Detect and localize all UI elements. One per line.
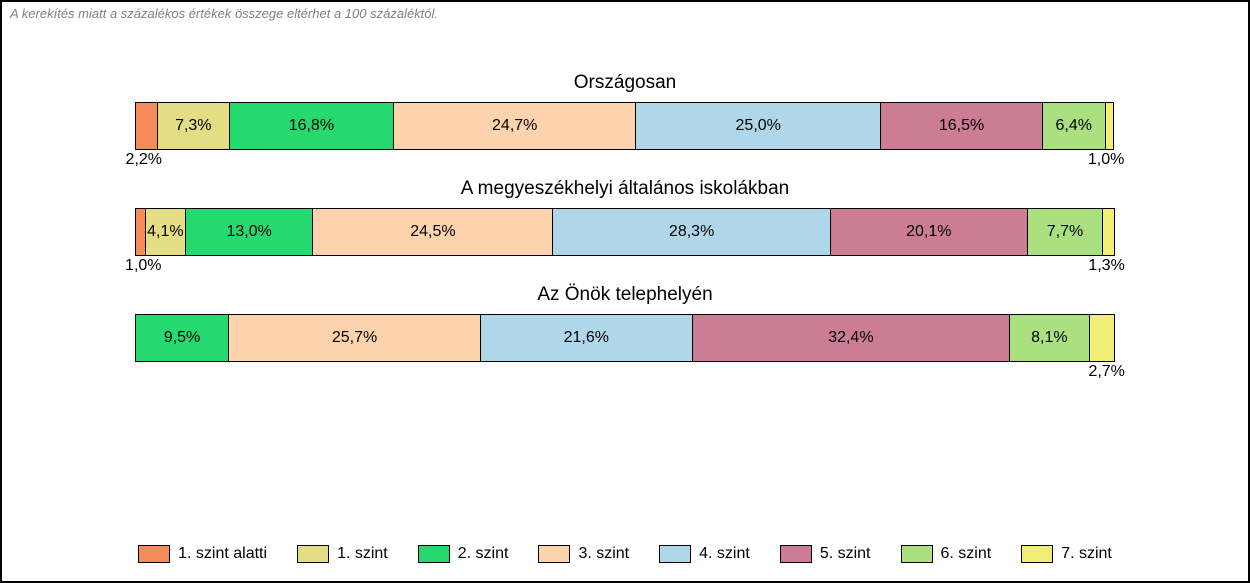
segment-label: 16,8%: [289, 117, 334, 135]
bar-segment: 13,0%: [185, 208, 312, 256]
legend-swatch: [901, 545, 933, 563]
legend-item: 7. szint: [1021, 545, 1112, 563]
chart-frame: A kerekítés miatt a százalékos értékek ö…: [0, 0, 1250, 583]
row-title: Az Önök telephelyén: [2, 284, 1248, 306]
segment-label: 13,0%: [226, 223, 271, 241]
segment-label: 2,2%: [126, 149, 162, 169]
bar-segment: 28,3%: [552, 208, 829, 256]
segment-label: 6,4%: [1056, 117, 1092, 135]
legend-label: 6. szint: [941, 545, 992, 563]
bar-segment: 8,1%: [1009, 314, 1088, 362]
bar-segment: 1,3%: [1102, 208, 1115, 256]
legend-swatch: [297, 545, 329, 563]
segment-label: 25,0%: [736, 117, 781, 135]
segment-label: 20,1%: [906, 223, 951, 241]
segment-label: 1,0%: [1088, 149, 1124, 169]
stacked-bar: 9,5% 25,7% 21,6% 32,4% 8,1% 2,7%: [135, 314, 1115, 362]
segment-label: 24,7%: [492, 117, 537, 135]
bar-segment: 32,4%: [692, 314, 1010, 362]
segment-label: 8,1%: [1031, 329, 1067, 347]
legend-item: 6. szint: [901, 545, 992, 563]
segment-label: 21,6%: [564, 329, 609, 347]
chart-row: A megyeszékhelyi általános iskolákban 1,0…: [2, 178, 1248, 256]
legend-label: 1. szint: [337, 545, 388, 563]
bar-segment: 1,0%: [1105, 102, 1115, 150]
segment-label: 16,5%: [939, 117, 984, 135]
legend-swatch: [1021, 545, 1053, 563]
bar-segment: 20,1%: [830, 208, 1027, 256]
legend-label: 1. szint alatti: [178, 545, 267, 563]
legend-label: 7. szint: [1061, 545, 1112, 563]
bar-segment: 16,8%: [229, 102, 394, 150]
bar-segment: 2,7%: [1089, 314, 1115, 362]
legend-item: 4. szint: [659, 545, 750, 563]
bar-wrap: 1,0%4,1% 13,0% 24,5% 28,3% 20,1% 7,7% 1,3%: [2, 208, 1248, 256]
bar-segment: 1,0%: [135, 208, 145, 256]
bar-segment: 24,7%: [393, 102, 635, 150]
bar-segment: 4,1%: [145, 208, 185, 256]
chart-row: Az Önök telephelyén 9,5% 25,7% 21,6% 32,4% 8,…: [2, 284, 1248, 362]
segment-label: 32,4%: [828, 329, 873, 347]
bar-segment: 7,3%: [157, 102, 229, 150]
bar-segment: 25,0%: [635, 102, 880, 150]
bar-wrap: 2,2% 7,3% 16,8% 24,7% 25,0% 16,5% 6,4% 1,0%: [2, 102, 1248, 150]
legend-swatch: [138, 545, 170, 563]
legend-item: 2. szint: [418, 545, 509, 563]
legend-swatch: [780, 545, 812, 563]
legend-label: 5. szint: [820, 545, 871, 563]
legend-swatch: [418, 545, 450, 563]
segment-label: 7,3%: [175, 117, 211, 135]
legend-swatch: [538, 545, 570, 563]
legend-label: 3. szint: [578, 545, 629, 563]
row-title: Országosan: [2, 72, 1248, 94]
segment-label: 4,1%: [147, 223, 183, 241]
legend-item: 1. szint alatti: [138, 545, 267, 563]
segment-label: 2,7%: [1088, 361, 1124, 381]
legend-label: 4. szint: [699, 545, 750, 563]
legend-item: 3. szint: [538, 545, 629, 563]
bar-segment: 25,7%: [228, 314, 480, 362]
segment-label: 7,7%: [1047, 223, 1083, 241]
bar-segment: 9,5%: [135, 314, 228, 362]
bar-segment: 7,7%: [1027, 208, 1102, 256]
legend-item: 5. szint: [780, 545, 871, 563]
row-title: A megyeszékhelyi általános iskolákban: [2, 178, 1248, 200]
legend-label: 2. szint: [458, 545, 509, 563]
legend-item: 1. szint: [297, 545, 388, 563]
legend-swatch: [659, 545, 691, 563]
bar-segment: 6,4%: [1042, 102, 1105, 150]
segment-label: 24,5%: [410, 223, 455, 241]
rounding-note: A kerekítés miatt a százalékos értékek ö…: [10, 6, 438, 21]
chart-area: Országosan 2,2% 7,3% 16,8% 24,7% 25,0% 16,5% 6,…: [2, 72, 1248, 390]
bar-segment: 21,6%: [480, 314, 692, 362]
bar-segment: 24,5%: [312, 208, 552, 256]
bar-segment: 16,5%: [880, 102, 1042, 150]
segment-label: 28,3%: [669, 223, 714, 241]
segment-label: 1,3%: [1088, 255, 1124, 275]
bar-wrap: 9,5% 25,7% 21,6% 32,4% 8,1% 2,7%: [2, 314, 1248, 362]
legend: 1. szint alatti 1. szint 2. szint 3. szint 4…: [2, 545, 1248, 563]
segment-label: 1,0%: [125, 255, 161, 275]
stacked-bar: 1,0%4,1% 13,0% 24,5% 28,3% 20,1% 7,7% 1,3%: [135, 208, 1115, 256]
bar-segment: 2,2%: [135, 102, 157, 150]
stacked-bar: 2,2% 7,3% 16,8% 24,7% 25,0% 16,5% 6,4% 1,0%: [135, 102, 1114, 150]
segment-label: 9,5%: [164, 329, 200, 347]
segment-label: 25,7%: [332, 329, 377, 347]
chart-row: Országosan 2,2% 7,3% 16,8% 24,7% 25,0% 16,5% 6,…: [2, 72, 1248, 150]
